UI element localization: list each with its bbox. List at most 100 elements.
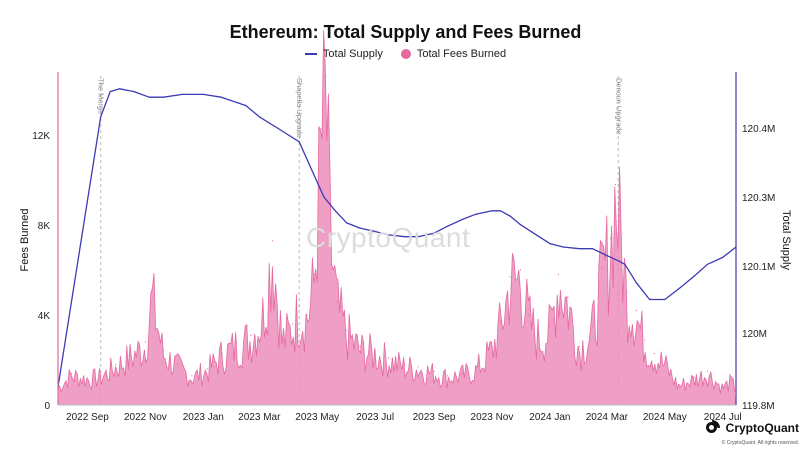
fees-point: [272, 240, 274, 242]
fees-point: [404, 363, 406, 366]
fees-point: [601, 267, 603, 269]
supply-point: [617, 260, 619, 262]
supply-point: [606, 255, 608, 257]
x-tick-label: 2023 Jan: [183, 412, 224, 423]
y-right-tick-labels: 119.8M 120M 120.1M 120.3M 120.4M: [742, 124, 775, 412]
fees-point: [320, 127, 322, 129]
supply-point: [461, 218, 464, 220]
legend-line-swatch: [304, 53, 317, 55]
event-label: The Merge: [97, 78, 106, 114]
event-label: Shapella Upgrade: [295, 78, 304, 138]
fees-point: [519, 269, 522, 271]
y-left-axis-title: Fees Burned: [19, 209, 31, 272]
supply-point: [258, 116, 260, 118]
supply-point: [509, 215, 511, 217]
supply-point: [649, 298, 651, 301]
fees-point: [592, 325, 594, 327]
legend-item-fees[interactable]: Total Fees Burned: [400, 48, 507, 60]
fees-point: [128, 354, 130, 357]
fees-point: [614, 183, 617, 186]
fees-point: [491, 345, 493, 348]
supply-point: [706, 263, 709, 265]
fees-point: [70, 372, 72, 375]
fees-point: [359, 345, 361, 348]
copyright-text: © CryptoQuant. All rights reserved.: [721, 440, 799, 446]
x-tick-label: 2024 Mar: [586, 412, 629, 423]
brand-logo: CryptoQuant: [705, 420, 799, 436]
fees-point: [100, 375, 102, 377]
y-left-tick-label: 0: [44, 401, 50, 412]
fees-point: [509, 276, 511, 278]
fees-point: [177, 363, 179, 366]
supply-point: [334, 210, 336, 212]
x-tick-label: 2023 Sep: [413, 412, 456, 423]
supply-point: [549, 243, 551, 245]
fees-point: [144, 341, 146, 343]
fees-area: [58, 30, 736, 406]
supply-point: [298, 141, 300, 143]
fees-point: [475, 368, 477, 370]
event-label: Dencun Upgrade: [614, 78, 623, 135]
fees-point: [537, 334, 540, 336]
fees-point: [433, 370, 435, 372]
supply-point: [664, 298, 666, 301]
supply-point: [310, 168, 313, 170]
supply-point: [446, 225, 448, 227]
fees-point: [191, 375, 193, 377]
fees-point: [313, 273, 315, 276]
supply-point: [475, 213, 477, 215]
x-tick-label: 2023 Mar: [238, 412, 281, 423]
fees-point: [86, 377, 88, 379]
legend-dot-swatch: [400, 49, 411, 59]
fees-point: [706, 370, 709, 372]
supply-point: [359, 227, 361, 229]
fees-point: [235, 341, 238, 343]
fees-point: [262, 309, 264, 312]
fees-point: [693, 377, 695, 379]
supply-point: [202, 93, 204, 95]
fees-point: [549, 325, 551, 327]
supply-point: [519, 224, 522, 226]
supply-point: [245, 105, 247, 107]
supply-point: [533, 232, 535, 234]
fees-line: [57, 30, 736, 394]
fees-point: [567, 296, 569, 298]
supply-point: [133, 91, 135, 93]
x-tick-label: 2023 May: [295, 412, 339, 423]
fees-point: [291, 323, 294, 325]
supply-point: [109, 91, 111, 93]
y-right-tick-label: 119.8M: [742, 401, 775, 412]
watermark: CryptoQuant: [306, 222, 471, 253]
legend-label-fees: Total Fees Burned: [416, 48, 507, 60]
y-right-axis-title: Total Supply: [780, 210, 792, 270]
x-tick-label: 2023 Nov: [471, 412, 514, 423]
fees-point: [722, 386, 724, 388]
legend: Total Supply Total Fees Burned: [0, 48, 811, 60]
supply-point: [404, 236, 406, 238]
x-tick-label: 2022 Nov: [124, 412, 167, 423]
fees-point: [220, 352, 222, 354]
fees-point: [461, 372, 464, 375]
y-right-tick-label: 120.3M: [742, 193, 775, 204]
fees-point: [281, 336, 283, 339]
fees-point: [610, 237, 612, 240]
fees-point: [446, 375, 448, 377]
x-tick-label: 2024 Jan: [529, 412, 570, 423]
x-tick-label: 2022 Sep: [66, 412, 109, 423]
supply-point: [220, 96, 222, 98]
supply-point: [635, 282, 637, 284]
x-tick-label: 2024 May: [643, 412, 687, 423]
fees-point: [374, 350, 376, 352]
fees-point: [206, 368, 208, 370]
fees-point: [635, 309, 637, 312]
fees-point: [730, 379, 732, 381]
fees-series-layer: [57, 30, 737, 406]
legend-item-supply[interactable]: Total Supply: [304, 48, 383, 60]
y-right-tick-label: 120M: [742, 329, 767, 340]
fees-point: [151, 289, 153, 291]
supply-point: [100, 116, 102, 118]
supply-point: [693, 275, 695, 277]
fees-point: [499, 321, 502, 323]
supply-point: [119, 88, 121, 90]
